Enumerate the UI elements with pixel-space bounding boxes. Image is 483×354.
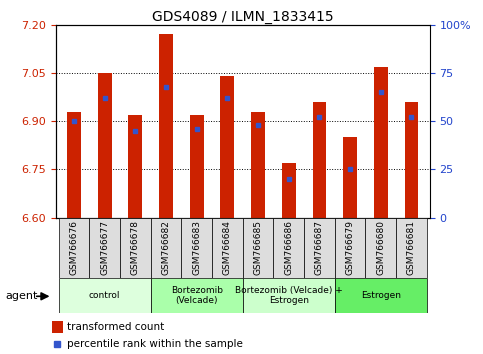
Bar [52,321,63,333]
Bar [396,218,427,278]
Text: transformed count: transformed count [67,322,164,332]
Bar [181,218,212,278]
Bar [335,278,427,313]
Text: GSM766686: GSM766686 [284,220,293,275]
Text: Bortezomib (Velcade) +
Estrogen: Bortezomib (Velcade) + Estrogen [235,286,342,305]
Bar [366,218,396,278]
Text: Bortezomib
(Velcade): Bortezomib (Velcade) [170,286,223,305]
Title: GDS4089 / ILMN_1833415: GDS4089 / ILMN_1833415 [152,10,334,24]
Text: GSM766676: GSM766676 [70,220,78,275]
Bar [273,218,304,278]
Text: agent: agent [6,291,38,301]
Bar [67,112,81,218]
Bar [251,112,265,218]
Text: GSM766684: GSM766684 [223,220,232,275]
Text: GSM766685: GSM766685 [254,220,263,275]
Bar [405,102,418,218]
Bar [128,115,142,218]
Bar [159,34,173,218]
Bar [313,102,327,218]
Bar [304,218,335,278]
Text: GSM766678: GSM766678 [131,220,140,275]
Text: GSM766680: GSM766680 [376,220,385,275]
Text: GSM766687: GSM766687 [315,220,324,275]
Bar [89,218,120,278]
Text: GSM766683: GSM766683 [192,220,201,275]
Text: percentile rank within the sample: percentile rank within the sample [67,339,243,349]
Bar [151,218,181,278]
Bar [374,67,388,218]
Bar [58,218,89,278]
Bar [220,76,234,218]
Text: control: control [89,291,120,300]
Text: GSM766677: GSM766677 [100,220,109,275]
Bar [243,218,273,278]
Bar [98,73,112,218]
Bar [335,218,366,278]
Bar [58,278,151,313]
Bar [151,278,243,313]
Text: GSM766679: GSM766679 [346,220,355,275]
Text: GSM766682: GSM766682 [161,220,170,275]
Bar [343,137,357,218]
Text: GSM766681: GSM766681 [407,220,416,275]
Bar [243,278,335,313]
Bar [120,218,151,278]
Bar [212,218,243,278]
Text: Estrogen: Estrogen [361,291,401,300]
Bar [282,163,296,218]
Bar [190,115,204,218]
